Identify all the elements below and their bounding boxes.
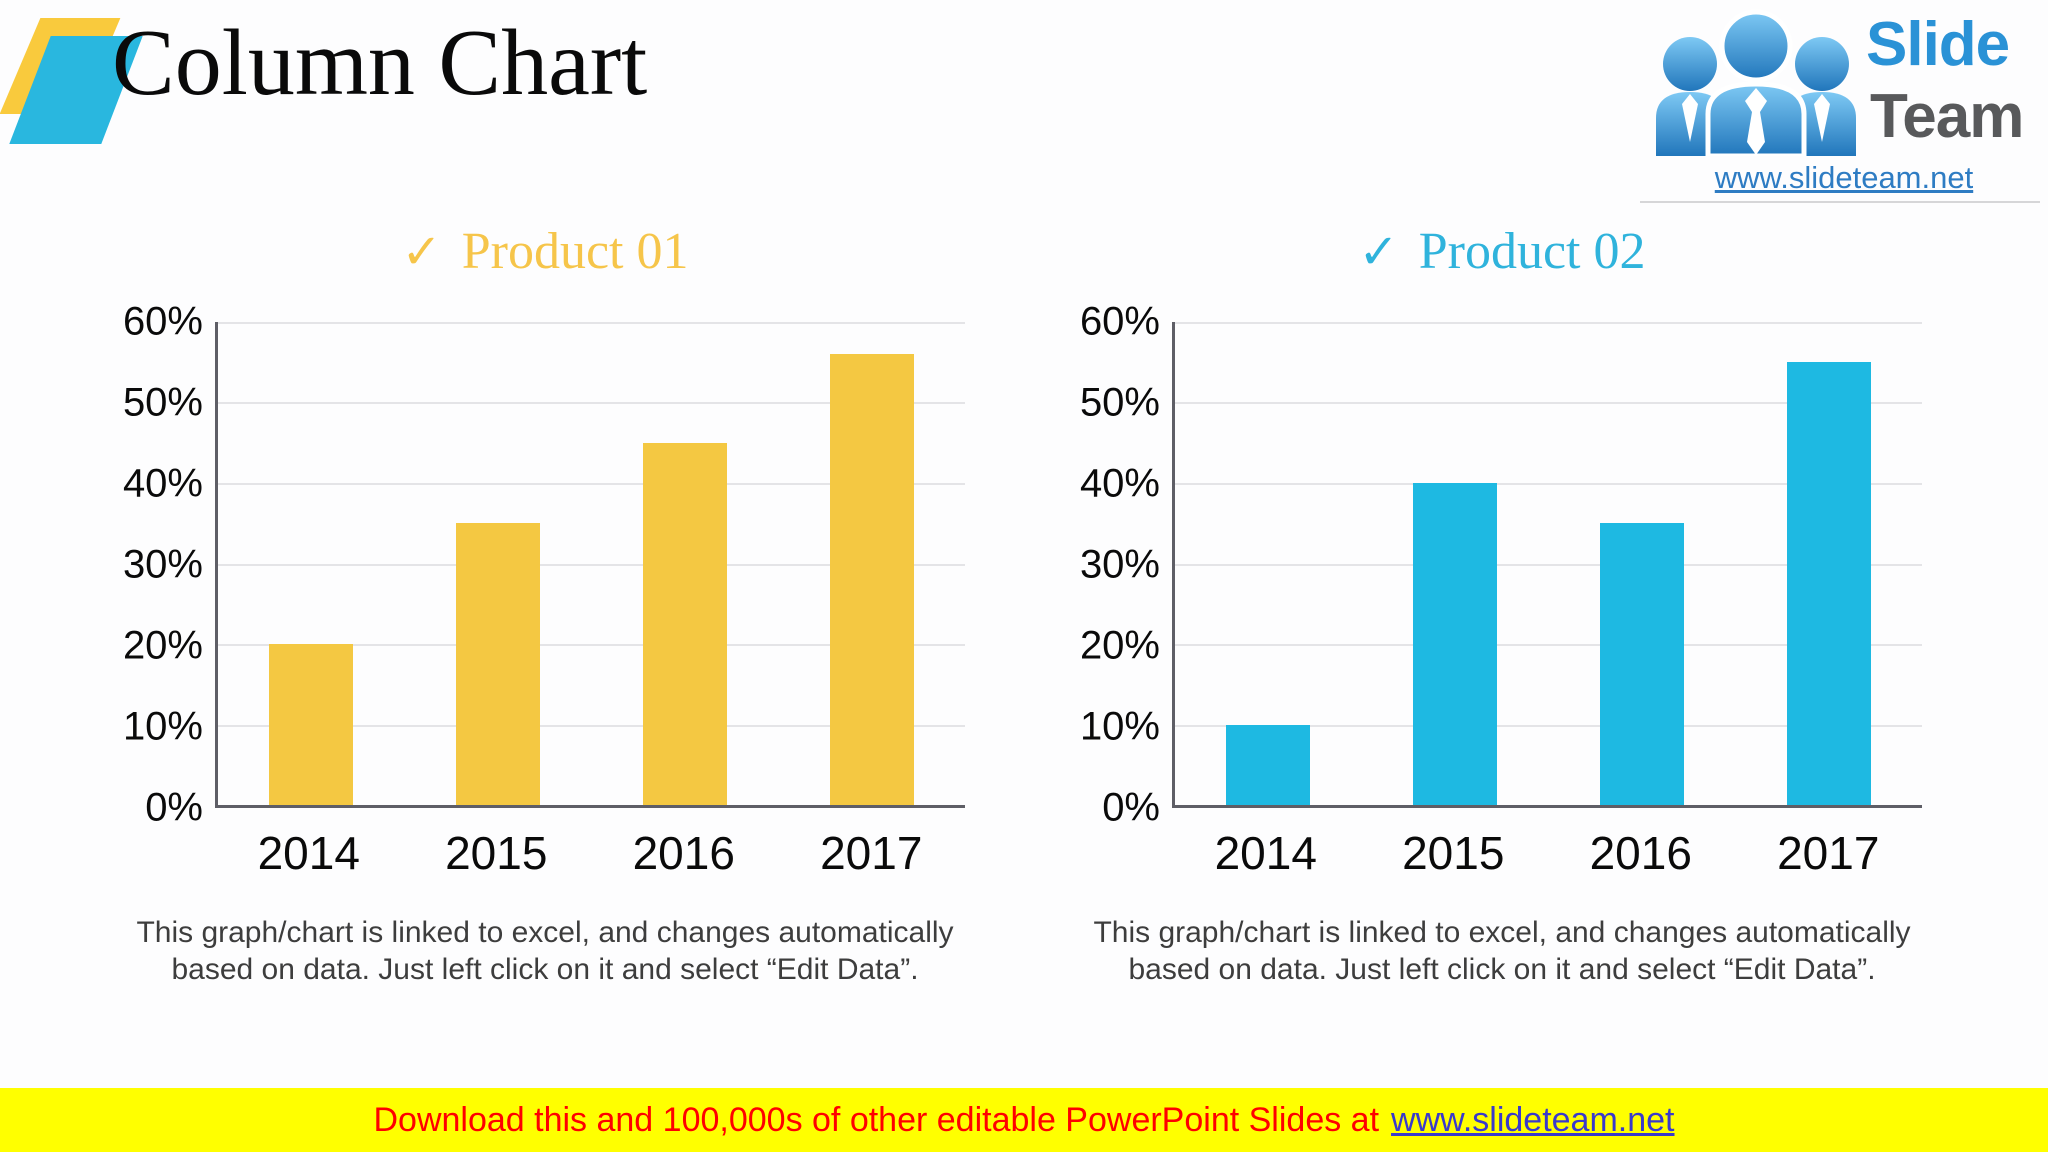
y-tick-label: 60% bbox=[122, 299, 203, 344]
y-tick-label: 20% bbox=[1079, 623, 1160, 668]
x-tick-label: 2016 bbox=[632, 827, 735, 879]
chart-plot-area[interactable] bbox=[1172, 322, 1922, 808]
gridline bbox=[218, 482, 965, 485]
brand-divider-line bbox=[1640, 201, 2040, 203]
chart-title-text: Product 01 bbox=[461, 223, 689, 280]
checkmark-icon: ✓ bbox=[1358, 226, 1399, 279]
y-tick-label: 50% bbox=[1079, 380, 1160, 425]
y-tick-label: 20% bbox=[122, 623, 203, 668]
x-tick-label: 2017 bbox=[820, 827, 923, 879]
x-tick-label: 2015 bbox=[1402, 827, 1505, 879]
chart-plot-area[interactable] bbox=[215, 322, 965, 808]
footer-link[interactable]: www.slideteam.net bbox=[1391, 1100, 1675, 1139]
x-tick-label: 2016 bbox=[1589, 827, 1692, 879]
x-tick-label: 2017 bbox=[1777, 827, 1880, 879]
x-axis-labels: 2014 2015 2016 2017 bbox=[215, 826, 965, 880]
chart-title-product-02: ✓ Product 02 bbox=[1127, 222, 1877, 283]
bar-2014[interactable] bbox=[269, 644, 354, 805]
chart-title-text: Product 02 bbox=[1418, 223, 1646, 280]
brand-url-link[interactable]: www.slideteam.net bbox=[1714, 160, 1974, 195]
slideteam-logo: Slide Team www.slideteam.net bbox=[1640, 0, 2048, 1152]
y-tick-label: 60% bbox=[1079, 299, 1160, 344]
y-tick-label: 0% bbox=[145, 785, 203, 830]
bar-2015[interactable] bbox=[1413, 483, 1498, 805]
chart-title-product-01: ✓ Product 01 bbox=[170, 222, 920, 283]
gridline bbox=[218, 402, 965, 405]
footer-banner: Download this and 100,000s of other edit… bbox=[0, 1088, 2048, 1152]
y-tick-label: 10% bbox=[122, 704, 203, 749]
gridline bbox=[1175, 482, 1922, 485]
y-tick-label: 50% bbox=[122, 380, 203, 425]
y-axis: 60% 50% 40% 30% 20% 10% 0% bbox=[100, 300, 203, 830]
y-tick-label: 30% bbox=[122, 542, 203, 587]
gridline bbox=[218, 643, 965, 646]
gridline bbox=[1175, 322, 1922, 324]
x-tick-label: 2014 bbox=[1214, 827, 1317, 879]
plot-row: 60% 50% 40% 30% 20% 10% 0% bbox=[1057, 300, 1922, 830]
gridline bbox=[1175, 643, 1922, 646]
chart-caption: This graph/chart is linked to excel, and… bbox=[1093, 916, 1911, 986]
gridline bbox=[218, 724, 965, 727]
gridline bbox=[1175, 402, 1922, 405]
y-tick-label: 10% bbox=[1079, 704, 1160, 749]
bar-2015[interactable] bbox=[456, 523, 541, 805]
brand-name-slide: Slide bbox=[1866, 14, 2048, 1152]
bar-2017[interactable] bbox=[1786, 362, 1871, 805]
y-tick-label: 0% bbox=[1102, 785, 1160, 830]
bar-2016[interactable] bbox=[642, 442, 727, 805]
y-axis: 60% 50% 40% 30% 20% 10% 0% bbox=[1057, 300, 1160, 830]
plot-row: 60% 50% 40% 30% 20% 10% 0% bbox=[100, 300, 965, 830]
page-title: Column Chart bbox=[112, 11, 648, 115]
tie-icon bbox=[1745, 88, 1767, 155]
x-tick-label: 2014 bbox=[257, 827, 360, 879]
x-tick-label: 2015 bbox=[445, 827, 548, 879]
gridline bbox=[218, 563, 965, 566]
chart-section-product-02: ✓ Product 02 60% 50% 40% 30% 20% 10% 0% 2014 201… bbox=[1057, 222, 1922, 1052]
y-tick-label: 40% bbox=[1079, 461, 1160, 506]
brand-name-team: Team bbox=[1870, 82, 2024, 151]
bar-2017[interactable] bbox=[829, 354, 914, 805]
gridline bbox=[1175, 724, 1922, 727]
bar-2014[interactable] bbox=[1226, 724, 1311, 805]
bar-2016[interactable] bbox=[1599, 523, 1684, 805]
gridline bbox=[1175, 563, 1922, 566]
y-tick-label: 40% bbox=[122, 461, 203, 506]
footer-text: Download this and 100,000s of other edit… bbox=[373, 1100, 1380, 1139]
y-tick-label: 30% bbox=[1079, 542, 1160, 587]
chart-caption: This graph/chart is linked to excel, and… bbox=[136, 916, 954, 986]
gridline bbox=[218, 322, 965, 324]
checkmark-icon: ✓ bbox=[401, 226, 442, 279]
x-axis-labels: 2014 2015 2016 2017 bbox=[1172, 826, 1922, 880]
chart-section-product-01: ✓ Product 01 60% 50% 40% 30% 20% 10% 0% 2014 201… bbox=[100, 222, 965, 1052]
people-group-icon bbox=[1656, 9, 1856, 156]
